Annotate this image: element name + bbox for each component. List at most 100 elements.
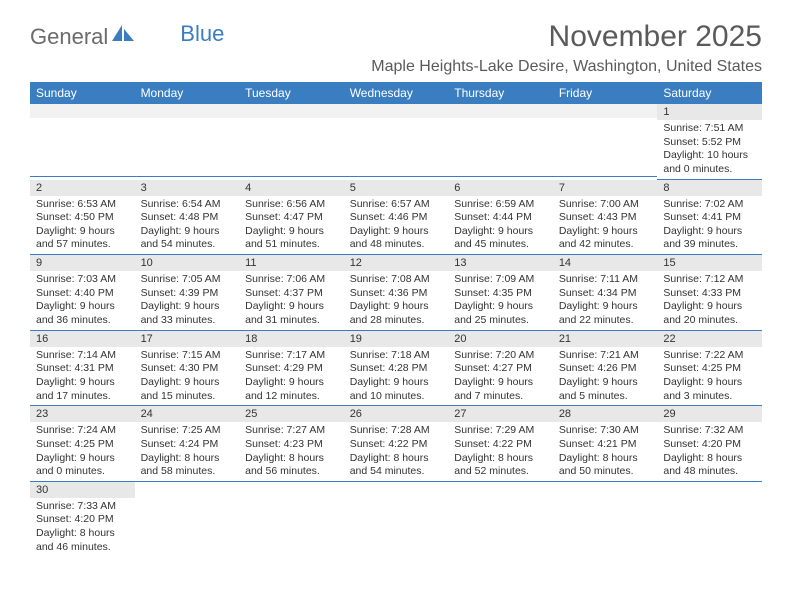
- sunset-text: Sunset: 4:31 PM: [36, 362, 129, 376]
- empty-day-strip: [239, 104, 344, 118]
- day-info: Sunrise: 7:27 AMSunset: 4:23 PMDaylight:…: [239, 422, 344, 479]
- day-info: Sunrise: 7:11 AMSunset: 4:34 PMDaylight:…: [553, 271, 658, 328]
- day-number: 6: [448, 180, 553, 196]
- daylight-text: Daylight: 9 hours and 12 minutes.: [245, 376, 338, 403]
- day-info: Sunrise: 7:22 AMSunset: 4:25 PMDaylight:…: [657, 347, 762, 404]
- sunset-text: Sunset: 4:25 PM: [36, 438, 129, 452]
- calendar-cell: 2Sunrise: 6:53 AMSunset: 4:50 PMDaylight…: [30, 180, 135, 256]
- weekday-header: Thursday: [448, 82, 553, 104]
- day-number: 28: [553, 406, 658, 422]
- day-info: Sunrise: 7:09 AMSunset: 4:35 PMDaylight:…: [448, 271, 553, 328]
- day-info: Sunrise: 7:06 AMSunset: 4:37 PMDaylight:…: [239, 271, 344, 328]
- calendar-cell: [239, 104, 344, 180]
- daylight-text: Daylight: 9 hours and 54 minutes.: [141, 225, 234, 252]
- daylight-text: Daylight: 9 hours and 45 minutes.: [454, 225, 547, 252]
- logo: General Blue: [30, 24, 224, 50]
- sunrise-text: Sunrise: 7:12 AM: [663, 273, 756, 287]
- sunrise-text: Sunrise: 7:27 AM: [245, 424, 338, 438]
- day-number: 26: [344, 406, 449, 422]
- day-number: 9: [30, 255, 135, 271]
- day-info: Sunrise: 6:54 AMSunset: 4:48 PMDaylight:…: [135, 196, 240, 253]
- calendar-cell: 19Sunrise: 7:18 AMSunset: 4:28 PMDayligh…: [344, 331, 449, 407]
- calendar-cell: [448, 482, 553, 557]
- sunrise-text: Sunrise: 6:56 AM: [245, 198, 338, 212]
- daylight-text: Daylight: 9 hours and 31 minutes.: [245, 300, 338, 327]
- day-number: 1: [657, 104, 762, 120]
- sunrise-text: Sunrise: 7:20 AM: [454, 349, 547, 363]
- day-info: Sunrise: 7:32 AMSunset: 4:20 PMDaylight:…: [657, 422, 762, 479]
- day-number: 14: [553, 255, 658, 271]
- calendar-cell: 16Sunrise: 7:14 AMSunset: 4:31 PMDayligh…: [30, 331, 135, 407]
- calendar-cell: 1Sunrise: 7:51 AMSunset: 5:52 PMDaylight…: [657, 104, 762, 180]
- header: General Blue November 2025 Maple Heights…: [30, 20, 762, 76]
- day-number: 27: [448, 406, 553, 422]
- day-number: 5: [344, 180, 449, 196]
- calendar-cell: [553, 482, 658, 557]
- day-info: Sunrise: 6:59 AMSunset: 4:44 PMDaylight:…: [448, 196, 553, 253]
- calendar-cell: 28Sunrise: 7:30 AMSunset: 4:21 PMDayligh…: [553, 406, 658, 482]
- calendar-cell: 12Sunrise: 7:08 AMSunset: 4:36 PMDayligh…: [344, 255, 449, 331]
- sunset-text: Sunset: 4:24 PM: [141, 438, 234, 452]
- daylight-text: Daylight: 9 hours and 33 minutes.: [141, 300, 234, 327]
- sunrise-text: Sunrise: 6:59 AM: [454, 198, 547, 212]
- calendar-cell: [135, 104, 240, 180]
- calendar-cell: 17Sunrise: 7:15 AMSunset: 4:30 PMDayligh…: [135, 331, 240, 407]
- calendar-cell: [553, 104, 658, 180]
- calendar-cell: [344, 104, 449, 180]
- sunrise-text: Sunrise: 7:05 AM: [141, 273, 234, 287]
- day-number: 20: [448, 331, 553, 347]
- sunset-text: Sunset: 4:41 PM: [663, 211, 756, 225]
- sunset-text: Sunset: 4:21 PM: [559, 438, 652, 452]
- sunrise-text: Sunrise: 7:17 AM: [245, 349, 338, 363]
- calendar-cell: 30Sunrise: 7:33 AMSunset: 4:20 PMDayligh…: [30, 482, 135, 557]
- weekday-header: Friday: [553, 82, 658, 104]
- empty-day-strip: [135, 104, 240, 118]
- sunset-text: Sunset: 4:25 PM: [663, 362, 756, 376]
- day-info: Sunrise: 7:24 AMSunset: 4:25 PMDaylight:…: [30, 422, 135, 479]
- sunset-text: Sunset: 4:44 PM: [454, 211, 547, 225]
- daylight-text: Daylight: 9 hours and 20 minutes.: [663, 300, 756, 327]
- calendar-cell: [30, 104, 135, 180]
- calendar-cell: 4Sunrise: 6:56 AMSunset: 4:47 PMDaylight…: [239, 180, 344, 256]
- weekday-header: Monday: [135, 82, 240, 104]
- day-info: Sunrise: 6:53 AMSunset: 4:50 PMDaylight:…: [30, 196, 135, 253]
- sunrise-text: Sunrise: 7:00 AM: [559, 198, 652, 212]
- calendar-week-row: 9Sunrise: 7:03 AMSunset: 4:40 PMDaylight…: [30, 255, 762, 331]
- sail-icon: [110, 23, 136, 48]
- sunrise-text: Sunrise: 7:28 AM: [350, 424, 443, 438]
- day-info: Sunrise: 7:21 AMSunset: 4:26 PMDaylight:…: [553, 347, 658, 404]
- daylight-text: Daylight: 9 hours and 5 minutes.: [559, 376, 652, 403]
- sunrise-text: Sunrise: 7:18 AM: [350, 349, 443, 363]
- day-number: 7: [553, 180, 658, 196]
- calendar-cell: 24Sunrise: 7:25 AMSunset: 4:24 PMDayligh…: [135, 406, 240, 482]
- calendar-cell: 10Sunrise: 7:05 AMSunset: 4:39 PMDayligh…: [135, 255, 240, 331]
- sunrise-text: Sunrise: 7:32 AM: [663, 424, 756, 438]
- calendar-cell: 25Sunrise: 7:27 AMSunset: 4:23 PMDayligh…: [239, 406, 344, 482]
- daylight-text: Daylight: 9 hours and 28 minutes.: [350, 300, 443, 327]
- sunset-text: Sunset: 4:43 PM: [559, 211, 652, 225]
- day-number: 18: [239, 331, 344, 347]
- sunset-text: Sunset: 4:27 PM: [454, 362, 547, 376]
- day-info: Sunrise: 7:29 AMSunset: 4:22 PMDaylight:…: [448, 422, 553, 479]
- calendar-cell: 22Sunrise: 7:22 AMSunset: 4:25 PMDayligh…: [657, 331, 762, 407]
- weekday-header: Tuesday: [239, 82, 344, 104]
- day-info: Sunrise: 7:00 AMSunset: 4:43 PMDaylight:…: [553, 196, 658, 253]
- sunset-text: Sunset: 4:46 PM: [350, 211, 443, 225]
- sunrise-text: Sunrise: 7:33 AM: [36, 500, 129, 514]
- day-info: Sunrise: 7:15 AMSunset: 4:30 PMDaylight:…: [135, 347, 240, 404]
- day-number: 13: [448, 255, 553, 271]
- day-number: 23: [30, 406, 135, 422]
- day-number: 29: [657, 406, 762, 422]
- day-info: Sunrise: 7:02 AMSunset: 4:41 PMDaylight:…: [657, 196, 762, 253]
- sunrise-text: Sunrise: 6:57 AM: [350, 198, 443, 212]
- calendar-cell: 6Sunrise: 6:59 AMSunset: 4:44 PMDaylight…: [448, 180, 553, 256]
- calendar-week-row: 1Sunrise: 7:51 AMSunset: 5:52 PMDaylight…: [30, 104, 762, 180]
- day-info: Sunrise: 7:08 AMSunset: 4:36 PMDaylight:…: [344, 271, 449, 328]
- sunset-text: Sunset: 4:36 PM: [350, 287, 443, 301]
- day-info: Sunrise: 7:33 AMSunset: 4:20 PMDaylight:…: [30, 498, 135, 555]
- location-text: Maple Heights-Lake Desire, Washington, U…: [371, 58, 762, 76]
- calendar-cell: [239, 482, 344, 557]
- sunrise-text: Sunrise: 7:15 AM: [141, 349, 234, 363]
- day-number: 4: [239, 180, 344, 196]
- daylight-text: Daylight: 9 hours and 3 minutes.: [663, 376, 756, 403]
